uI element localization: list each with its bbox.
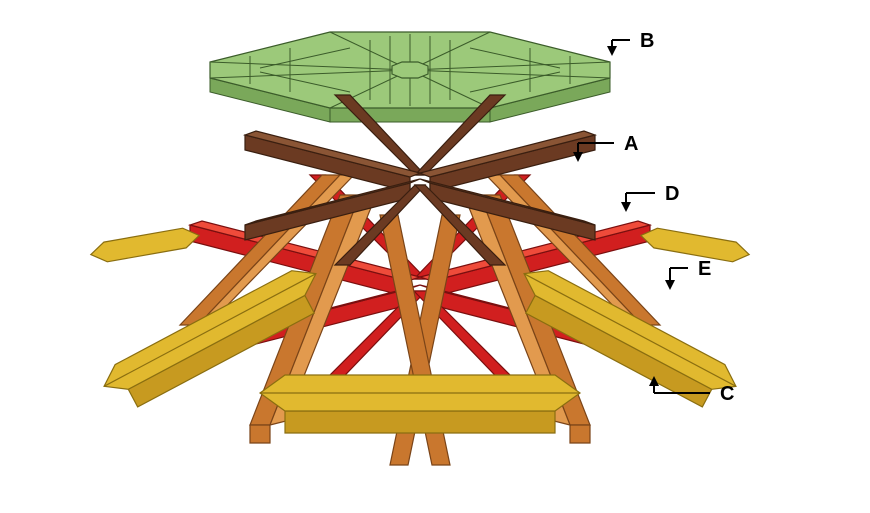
- picnic-table-diagram: B A D E C: [0, 0, 870, 513]
- label-B: B: [640, 30, 654, 52]
- label-E: E: [698, 258, 711, 280]
- callout-E: E: [665, 258, 711, 290]
- callout-B: B: [607, 30, 654, 56]
- label-C: C: [720, 383, 734, 405]
- callout-D: D: [621, 183, 679, 212]
- label-D: D: [665, 183, 679, 205]
- label-A: A: [624, 133, 638, 155]
- tabletop-part: [210, 32, 610, 122]
